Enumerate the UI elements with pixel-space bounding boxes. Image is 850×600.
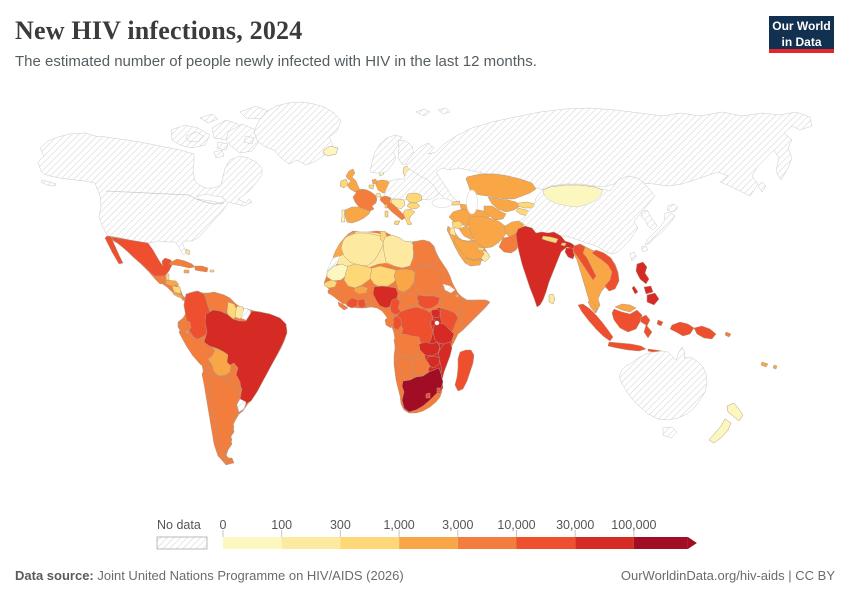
svg-text:No data: No data [157,518,201,532]
svg-text:1,000: 1,000 [383,518,414,532]
svg-text:3,000: 3,000 [442,518,473,532]
svg-text:100,000: 100,000 [611,518,656,532]
svg-text:30,000: 30,000 [556,518,594,532]
svg-text:10,000: 10,000 [497,518,535,532]
svg-text:100: 100 [271,518,292,532]
svg-text:300: 300 [330,518,351,532]
svg-text:0: 0 [220,518,227,532]
